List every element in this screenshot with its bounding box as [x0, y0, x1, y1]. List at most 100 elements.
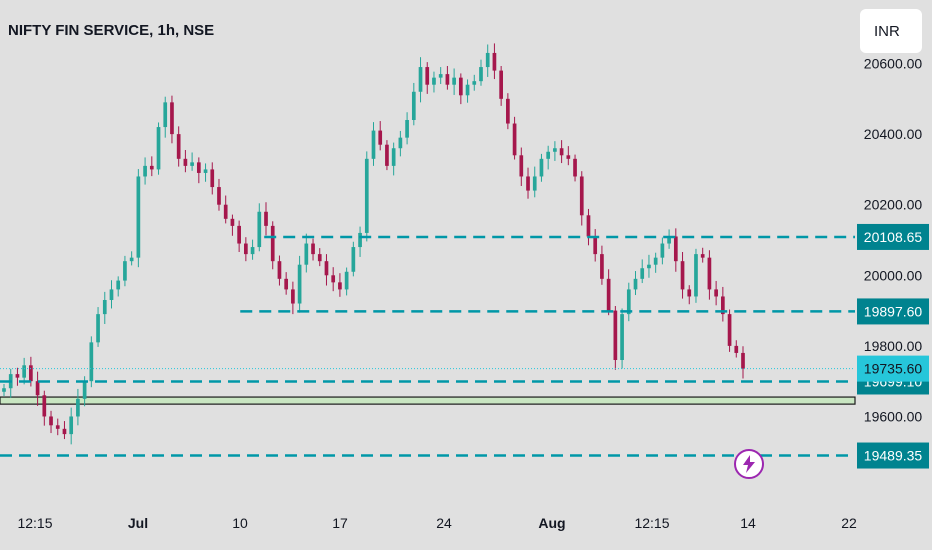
x-tick-label: 12:15 — [17, 515, 52, 531]
candle-body — [438, 74, 443, 78]
candle-body — [170, 102, 174, 135]
candle — [673, 228, 678, 272]
candle — [734, 340, 739, 358]
candle-body — [727, 314, 732, 346]
candle — [667, 229, 671, 249]
candle-body — [35, 381, 40, 396]
y-tick-label: 20200.00 — [864, 197, 923, 213]
candle-body — [707, 257, 712, 290]
level-label: 19489.35 — [864, 448, 923, 464]
candle — [156, 122, 161, 175]
candle — [244, 237, 248, 262]
candle-body — [687, 289, 692, 297]
x-tick-label: 22 — [841, 515, 857, 531]
y-tick-label: 20400.00 — [864, 126, 923, 142]
candle — [519, 147, 524, 186]
candle — [385, 140, 389, 171]
candle-body — [606, 278, 611, 311]
candle — [55, 418, 60, 436]
candle-body — [62, 428, 67, 435]
candle — [291, 281, 295, 315]
level-label: 19897.60 — [864, 303, 923, 319]
candle-body — [378, 130, 383, 145]
currency-button[interactable]: INR — [860, 9, 922, 53]
x-tick-label: Jul — [128, 515, 148, 531]
candle — [573, 154, 577, 182]
candle-body — [479, 67, 483, 82]
candle-body — [338, 282, 342, 290]
x-tick-label: 24 — [436, 515, 452, 531]
candle-body — [532, 176, 537, 191]
candle — [170, 95, 174, 144]
candle-body — [223, 204, 228, 219]
candle — [626, 282, 631, 322]
candle — [458, 73, 463, 105]
candle — [485, 44, 490, 77]
support-zone — [0, 396, 856, 405]
candle-body — [190, 162, 194, 166]
candle-body — [458, 77, 463, 96]
candle — [102, 291, 107, 324]
candle — [391, 142, 396, 176]
candle-body — [553, 148, 557, 152]
candle — [203, 163, 208, 182]
last-price-label-bg — [857, 355, 929, 382]
candle — [143, 157, 147, 185]
candle-body — [499, 70, 503, 99]
candle-body — [156, 127, 161, 170]
candle — [593, 229, 598, 262]
candle-body — [344, 271, 349, 290]
candle — [411, 82, 416, 126]
candle-body — [667, 236, 671, 244]
candle — [15, 367, 20, 386]
candle-body — [566, 155, 571, 159]
alert-button[interactable] — [734, 449, 764, 479]
candle-body — [613, 310, 618, 360]
candle-body — [579, 176, 584, 216]
candle-body — [163, 102, 168, 128]
candle — [714, 280, 718, 306]
candle-body — [593, 236, 598, 255]
candle — [452, 68, 456, 95]
candle-body — [720, 296, 725, 315]
candle — [398, 130, 403, 157]
candle-body — [452, 77, 456, 85]
candle — [149, 156, 154, 177]
candle — [694, 248, 698, 303]
level-label-bg — [857, 298, 929, 325]
candle — [633, 271, 638, 296]
candle-body — [217, 187, 221, 205]
candle — [499, 66, 503, 106]
candle — [445, 66, 450, 90]
candle-body — [42, 395, 47, 417]
candle — [277, 255, 282, 286]
candle-body — [129, 257, 134, 262]
candle-body — [96, 314, 100, 343]
candle-body — [49, 416, 53, 426]
candle — [196, 157, 201, 184]
candle-body — [89, 342, 94, 382]
last-price-label: 19735.60 — [864, 361, 923, 377]
candle — [371, 122, 376, 166]
candle — [586, 208, 591, 246]
candle-body — [116, 280, 121, 290]
candle — [600, 245, 604, 285]
candle-body — [304, 243, 309, 265]
candle-body — [741, 352, 745, 369]
candle-body — [76, 398, 80, 417]
candle — [250, 239, 255, 260]
candle — [351, 241, 356, 277]
y-tick-label: 19600.00 — [864, 408, 923, 424]
y-tick-label: 20000.00 — [864, 267, 923, 283]
candle — [358, 226, 362, 257]
x-tick-label: Aug — [538, 515, 565, 531]
candle-body — [351, 247, 356, 272]
candle — [22, 357, 27, 385]
candle-body — [237, 225, 241, 244]
candle — [553, 141, 557, 161]
candle-body — [277, 261, 282, 279]
candle-body — [250, 247, 255, 255]
candle-body — [700, 254, 705, 258]
candle-body — [102, 300, 107, 315]
